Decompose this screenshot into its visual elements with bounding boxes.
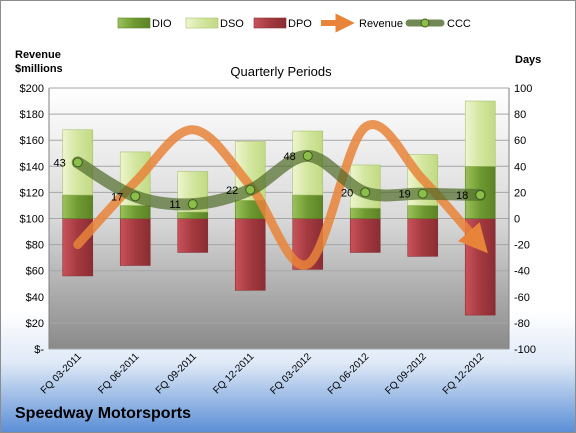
dio-bar <box>349 207 381 219</box>
legend-label-dio: DIO <box>152 18 172 30</box>
ccc-data-label: 17 <box>111 191 123 203</box>
dpo-bar <box>177 218 209 253</box>
left-tick-label: $60 <box>26 266 44 278</box>
left-tick-label: $160 <box>20 135 44 147</box>
dpo-bar <box>119 218 151 266</box>
left-axis-label-line1: Revenue <box>15 49 61 61</box>
left-tick-label: $140 <box>20 161 44 173</box>
revenue-line <box>73 120 488 270</box>
left-tick-label: $20 <box>26 318 44 330</box>
right-tick-label: 20 <box>514 187 526 199</box>
right-tick-label: 40 <box>514 161 526 173</box>
left-tick-label: $180 <box>20 109 44 121</box>
dio-bar <box>119 205 151 219</box>
left-tick-label: $120 <box>20 187 44 199</box>
right-tick-label: -80 <box>514 318 530 330</box>
ccc-point <box>130 191 141 202</box>
legend-swatch-ccc-point <box>420 18 430 28</box>
ccc-data-label: 22 <box>226 185 238 197</box>
dpo-bar <box>349 218 381 253</box>
ccc-data-label: 20 <box>341 187 353 199</box>
left-axis-label-line2: $millions <box>15 63 63 75</box>
category-label: FQ 06-2012 <box>326 351 372 397</box>
chart-title: Quarterly Periods <box>230 64 332 79</box>
ccc-data-label: 19 <box>399 189 411 201</box>
right-tick-label: 0 <box>514 214 520 226</box>
right-tick-label: -40 <box>514 266 530 278</box>
right-tick-label: -60 <box>514 292 530 304</box>
category-label: FQ 06-2011 <box>96 351 141 396</box>
ccc-point <box>72 157 83 168</box>
right-tick-label: 60 <box>514 135 526 147</box>
lines <box>71 120 488 270</box>
legend-swatch-dio <box>117 17 151 29</box>
dpo-bar <box>234 218 266 291</box>
legend-label-ccc: CCC <box>447 18 471 30</box>
left-tick-label: $40 <box>26 292 44 304</box>
ccc-data-label: 48 <box>284 151 296 163</box>
dpo-bar <box>407 218 439 257</box>
left-tick-label: $- <box>34 344 44 356</box>
ccc-point <box>475 190 486 201</box>
right-axis-label: Days <box>515 54 541 66</box>
dio-bar <box>407 205 439 219</box>
ccc-point <box>245 184 256 195</box>
legend-label-dpo: DPO <box>288 18 312 30</box>
legend-label-revenue: Revenue <box>359 18 403 30</box>
category-label: FQ 09-2011 <box>154 351 199 396</box>
category-label: FQ 03-2011 <box>39 351 84 396</box>
right-tick-label: 80 <box>514 109 526 121</box>
right-tick-label: 100 <box>514 83 532 95</box>
dio-bar <box>62 194 94 219</box>
right-tick-label: -100 <box>514 344 536 356</box>
category-label: FQ 03-2012 <box>268 351 314 397</box>
dio-bar <box>292 194 324 219</box>
ccc-data-label: 18 <box>456 190 468 202</box>
left-tick-label: $200 <box>20 83 44 95</box>
gridlines <box>48 87 510 350</box>
legend-swatch-dso <box>185 17 219 29</box>
dso-bar <box>464 100 496 167</box>
ccc-data-label: 43 <box>54 157 66 169</box>
legend-label-dso: DSO <box>220 18 244 30</box>
left-tick-label: $100 <box>20 214 44 226</box>
category-label: FQ 12-2011 <box>211 351 256 396</box>
dio-bar <box>177 211 209 219</box>
company-name: Speedway Motorsports <box>15 405 192 422</box>
ccc-data-label: 11 <box>169 199 180 211</box>
ccc-point <box>417 188 428 199</box>
category-label: FQ 09-2012 <box>383 351 429 397</box>
ccc-point <box>360 187 371 198</box>
right-tick-label: -20 <box>514 240 530 252</box>
legend-swatch-dpo <box>253 17 287 29</box>
ccc-point <box>187 199 198 210</box>
left-tick-label: $80 <box>26 240 44 252</box>
category-label: FQ 12-2012 <box>441 351 487 397</box>
legend: DIO DSO DPO Revenue CCC <box>117 13 471 33</box>
ccc-point <box>302 150 313 161</box>
